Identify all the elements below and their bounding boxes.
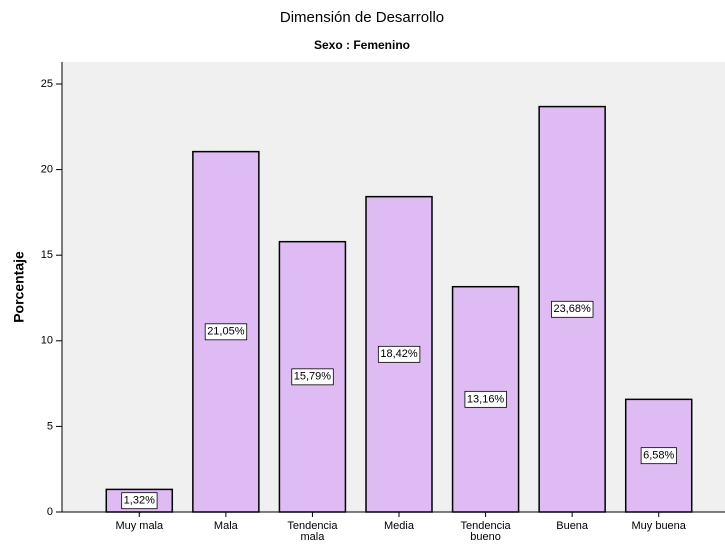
value-label-box <box>640 447 677 465</box>
value-label-box <box>377 345 421 363</box>
y-tick-label: 5 <box>47 420 53 432</box>
value-label-box <box>464 390 507 408</box>
chart-subtitle: Sexo : Femenino <box>314 38 410 52</box>
value-label: 18,42% <box>380 348 418 360</box>
value-label-box <box>291 368 334 386</box>
value-label-box <box>204 323 248 341</box>
x-tick-label: Muy buena <box>631 520 686 532</box>
value-label: 15,79% <box>294 371 332 383</box>
x-tick-label: Buena <box>556 520 589 532</box>
y-tick-label: 20 <box>41 164 53 176</box>
y-tick-label: 0 <box>47 506 53 518</box>
y-tick-label: 15 <box>41 249 53 261</box>
y-tick-label: 25 <box>41 78 53 90</box>
value-label: 13,16% <box>467 393 505 405</box>
x-tick-label: Tendencia mala <box>287 520 338 543</box>
value-label-box <box>551 300 594 318</box>
chart-title: Dimensión de Desarrollo <box>280 9 444 26</box>
y-tick-label: 10 <box>41 335 53 347</box>
value-label: 23,68% <box>553 303 591 315</box>
x-tick-label: Tendencia bueno <box>460 520 511 543</box>
value-label: 6,58% <box>643 450 674 462</box>
x-tick-label: Media <box>384 520 414 532</box>
value-label: 21,05% <box>207 326 245 338</box>
y-axis-label: Porcentaje <box>11 251 27 323</box>
value-label-box <box>121 492 158 510</box>
value-label: 1,32% <box>124 495 155 507</box>
x-tick-label: Muy mala <box>115 520 164 532</box>
x-tick-label: Mala <box>213 520 238 532</box>
